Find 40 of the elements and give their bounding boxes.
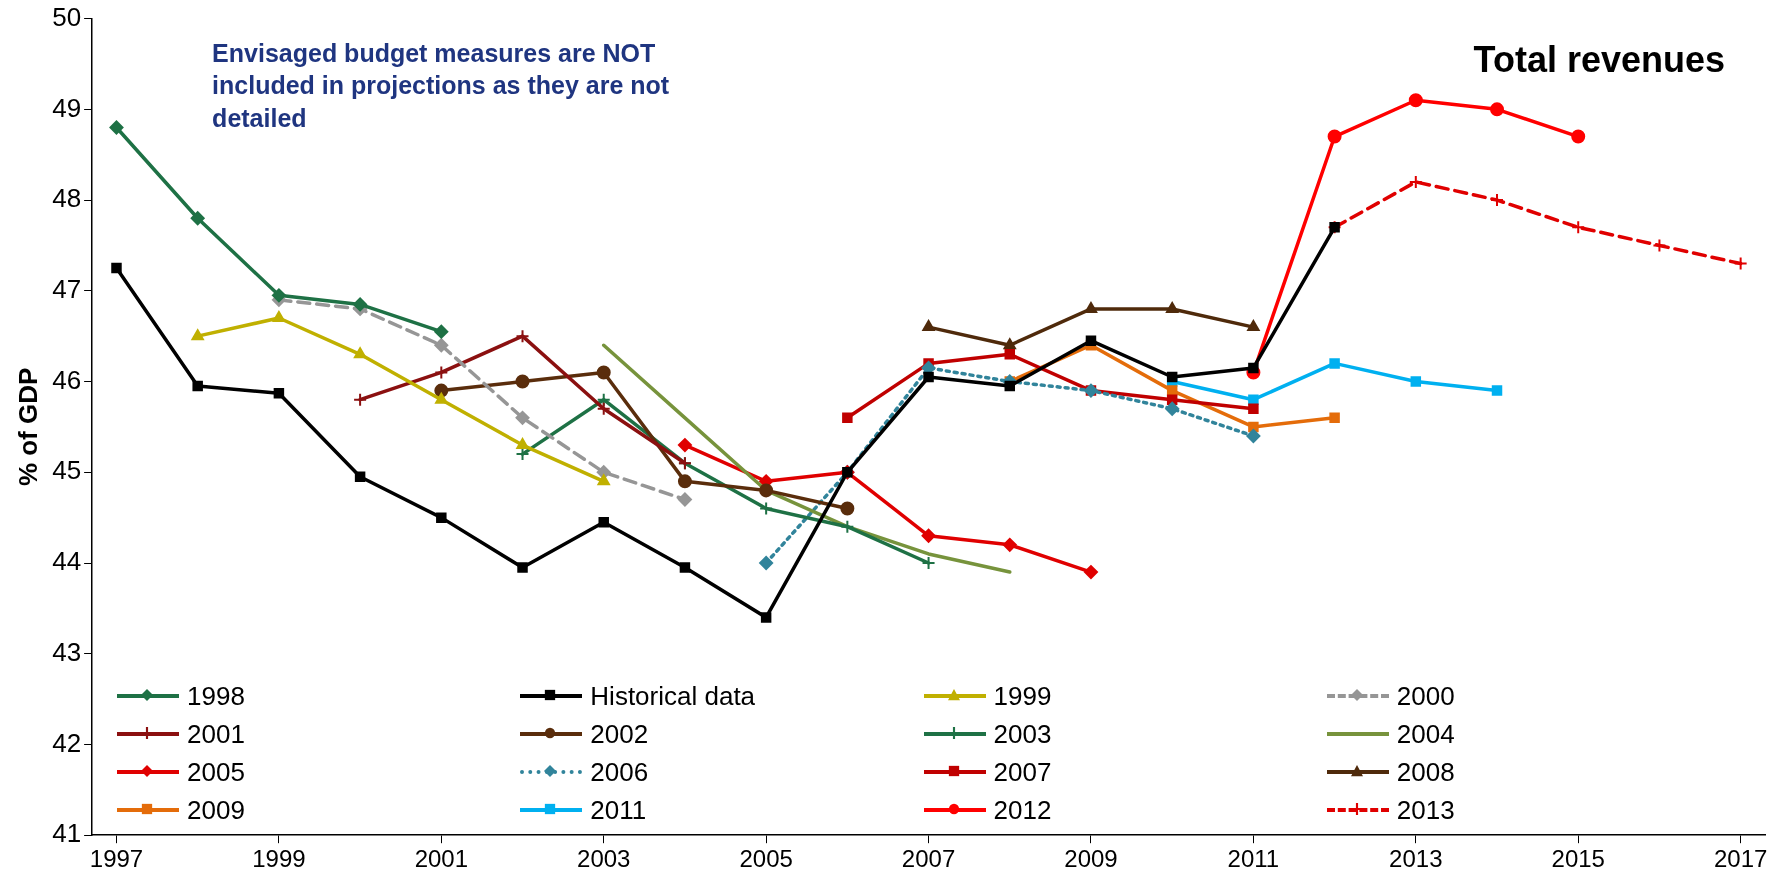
legend-label: 2005 xyxy=(187,756,245,788)
x-tick-label: 2015 xyxy=(1551,845,1605,873)
y-tick-label: 44 xyxy=(52,546,82,577)
legend-label: 2012 xyxy=(993,794,1052,826)
legend-label: 2001 xyxy=(187,718,245,750)
legend-label: 2006 xyxy=(590,756,649,788)
legend-label: 2011 xyxy=(590,794,647,826)
x-tick-label: 1999 xyxy=(252,845,306,873)
y-tick-label: 50 xyxy=(52,1,82,32)
y-tick-label: 49 xyxy=(52,92,82,123)
y-axis-title: % of GDP xyxy=(12,367,43,487)
text: Total revenues xyxy=(1473,38,1725,81)
y-tick-label: 47 xyxy=(52,273,82,304)
legend-label: 2003 xyxy=(993,718,1052,750)
legend-label: Historical data xyxy=(590,680,756,712)
x-tick-label: 2017 xyxy=(1713,845,1768,873)
x-tick-label: 1997 xyxy=(89,845,144,873)
y-tick-label: 48 xyxy=(52,183,82,214)
y-tick-label: 45 xyxy=(52,455,82,486)
legend-label: 2008 xyxy=(1396,756,1455,788)
legend-label: 2009 xyxy=(187,794,245,826)
x-tick-label: 2007 xyxy=(901,845,956,873)
x-tick-label: 2009 xyxy=(1064,845,1118,873)
y-tick-label: 41 xyxy=(52,818,82,849)
legend-label: 1998 xyxy=(187,680,245,712)
legend-label: 2004 xyxy=(1396,718,1455,750)
legend-label: 2002 xyxy=(590,718,649,750)
legend-label: 2000 xyxy=(1396,680,1455,712)
y-tick-label: 43 xyxy=(52,636,82,667)
y-tick-label: 42 xyxy=(52,727,82,758)
x-tick-label: 2003 xyxy=(577,845,631,873)
legend-label: 2013 xyxy=(1396,794,1455,826)
x-tick-label: 2005 xyxy=(739,845,793,873)
annotation: Envisaged budget measures are NOT included in projections as they are not detailed xyxy=(212,37,671,134)
y-tick-label: 46 xyxy=(52,364,82,395)
legend-label: 1999 xyxy=(993,680,1052,712)
x-tick-label: 2013 xyxy=(1389,845,1443,873)
x-tick-label: 2001 xyxy=(414,845,469,873)
legend-label: 2007 xyxy=(993,756,1052,788)
x-tick-label: 2011 xyxy=(1227,845,1280,873)
